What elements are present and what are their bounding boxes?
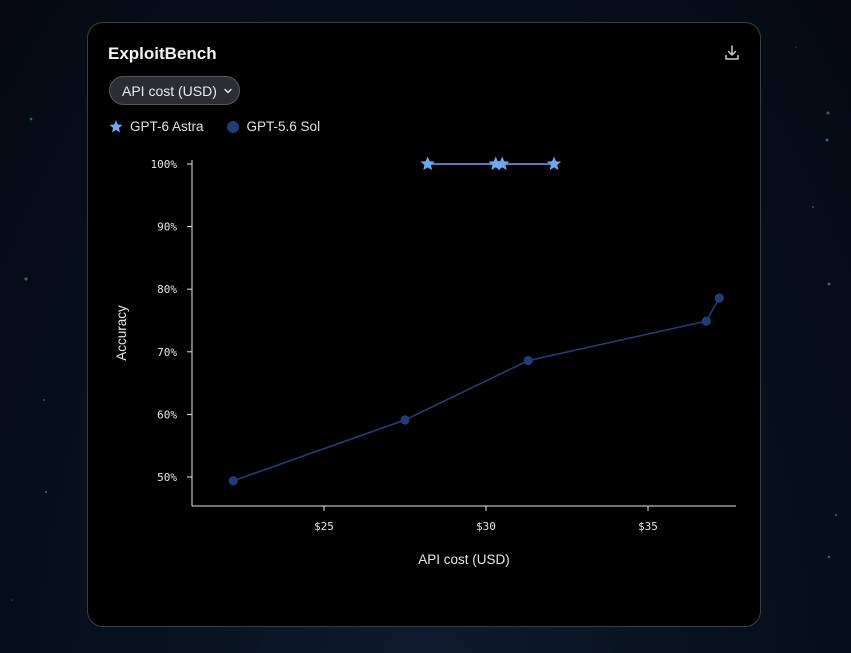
data-point-circle — [523, 355, 533, 366]
chart-title: ExploitBench — [108, 44, 217, 63]
data-point-circle — [701, 316, 711, 326]
x-tick-label: $25 — [314, 520, 334, 533]
y-axis-title: Accuracy — [114, 305, 129, 361]
chart-axes: 50% 60% 70% 80% 90% 100% $25 $30 $35 API cost (US… — [114, 158, 736, 567]
legend-item-sol[interactable]: GPT-5.6 Sol — [226, 119, 321, 134]
y-tick-label: 100% — [151, 158, 178, 171]
chart-plot-area: 50% 60% 70% 80% 90% 100% $25 $30 $35 API cost (US… — [114, 156, 736, 567]
star-marker-icon — [109, 119, 123, 132]
metric-dropdown-label: API cost (USD) — [122, 82, 217, 99]
data-point-star — [546, 156, 562, 171]
chart-legend: GPT-6 Astra GPT-5.6 Sol — [109, 119, 342, 134]
download-icon[interactable] — [724, 44, 740, 62]
y-tick-label: 50% — [157, 471, 177, 484]
circle-marker-icon — [226, 120, 239, 133]
x-tick-label: $30 — [476, 520, 496, 533]
data-point-star — [420, 156, 435, 171]
legend-item-astra[interactable]: GPT-6 Astra — [109, 119, 204, 134]
series-astra — [420, 156, 562, 171]
y-tick-label: 70% — [157, 346, 177, 359]
chart-series — [228, 156, 724, 486]
chevron-down-icon — [224, 88, 232, 93]
series-sol — [228, 293, 724, 486]
x-axis-title: API cost (USD) — [418, 552, 510, 567]
y-tick-label: 60% — [157, 408, 177, 421]
legend-label-sol: GPT-5.6 Sol — [246, 119, 321, 134]
x-tick-label: $35 — [638, 520, 658, 533]
data-point-circle — [714, 293, 724, 303]
y-tick-label: 90% — [157, 221, 177, 234]
data-point-circle — [228, 476, 238, 486]
y-tick-label: 80% — [157, 283, 177, 296]
data-point-circle — [400, 415, 410, 425]
chart-card: ExploitBench API cost (USD) GPT-6 Astra … — [87, 22, 761, 627]
series-line — [233, 297, 720, 482]
legend-label-astra: GPT-6 Astra — [130, 119, 204, 134]
metric-dropdown[interactable]: API cost (USD) — [109, 76, 240, 105]
data-point-star — [495, 156, 510, 171]
